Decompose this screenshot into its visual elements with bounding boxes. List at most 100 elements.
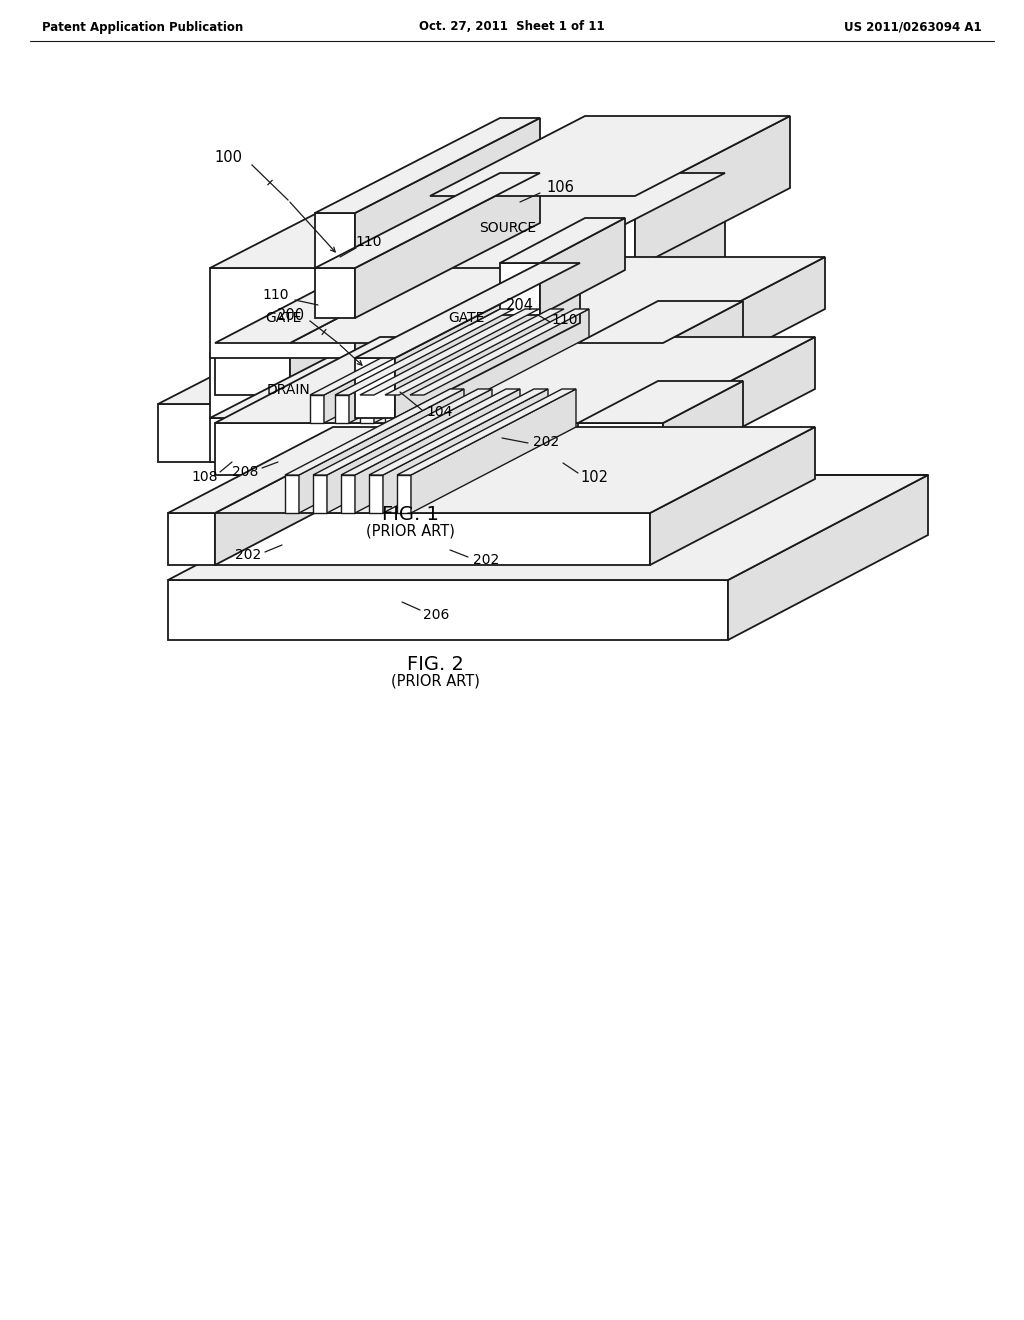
Polygon shape (315, 117, 540, 213)
Polygon shape (397, 475, 411, 513)
Polygon shape (650, 426, 815, 565)
Polygon shape (215, 426, 815, 513)
Polygon shape (395, 263, 580, 418)
Text: (PRIOR ART): (PRIOR ART) (366, 524, 455, 539)
Polygon shape (168, 579, 728, 640)
Polygon shape (500, 218, 625, 263)
Polygon shape (635, 116, 790, 268)
Polygon shape (397, 389, 575, 475)
Text: 204: 204 (506, 297, 534, 313)
Polygon shape (210, 257, 550, 352)
Polygon shape (341, 389, 520, 475)
Polygon shape (355, 117, 540, 268)
Polygon shape (313, 475, 327, 513)
Polygon shape (285, 389, 464, 475)
Text: 108: 108 (191, 470, 218, 484)
Polygon shape (324, 309, 489, 422)
Polygon shape (299, 389, 464, 513)
Text: (PRIOR ART): (PRIOR ART) (390, 673, 479, 689)
Polygon shape (583, 309, 768, 462)
Text: GATE: GATE (265, 312, 301, 325)
Text: US 2011/0263094 A1: US 2011/0263094 A1 (845, 21, 982, 33)
Polygon shape (335, 395, 349, 422)
Polygon shape (385, 395, 399, 422)
Polygon shape (578, 301, 743, 343)
Polygon shape (663, 301, 743, 395)
Polygon shape (168, 475, 928, 579)
Polygon shape (210, 352, 365, 418)
Polygon shape (355, 263, 580, 358)
Polygon shape (210, 418, 290, 462)
Polygon shape (360, 309, 539, 395)
Polygon shape (360, 395, 374, 422)
Text: DRAIN: DRAIN (266, 383, 310, 397)
Polygon shape (315, 268, 355, 318)
Polygon shape (500, 263, 540, 315)
Polygon shape (355, 173, 540, 318)
Text: 106: 106 (546, 180, 573, 194)
Polygon shape (335, 309, 514, 395)
Polygon shape (383, 389, 548, 513)
Polygon shape (578, 381, 743, 422)
Polygon shape (650, 337, 815, 475)
Polygon shape (385, 309, 564, 395)
Text: 100: 100 (214, 150, 242, 165)
Polygon shape (540, 218, 625, 315)
Polygon shape (341, 475, 355, 513)
Polygon shape (540, 173, 725, 358)
Polygon shape (327, 389, 492, 513)
Polygon shape (374, 309, 539, 422)
Text: 202: 202 (234, 548, 261, 562)
Polygon shape (395, 173, 725, 268)
Polygon shape (411, 389, 575, 513)
Text: 200: 200 (276, 308, 305, 322)
Polygon shape (430, 116, 790, 195)
Polygon shape (430, 195, 635, 268)
Polygon shape (285, 475, 299, 513)
Polygon shape (290, 323, 475, 462)
Text: 110: 110 (263, 288, 289, 302)
Polygon shape (349, 309, 514, 422)
Text: 110: 110 (552, 313, 579, 327)
Polygon shape (578, 422, 663, 475)
Polygon shape (728, 475, 928, 640)
Text: 206: 206 (423, 609, 450, 622)
Text: FIG. 1: FIG. 1 (382, 504, 438, 524)
Text: 104: 104 (427, 405, 454, 418)
Polygon shape (168, 426, 380, 513)
Polygon shape (215, 257, 455, 343)
Polygon shape (663, 381, 743, 475)
Polygon shape (365, 257, 550, 418)
Polygon shape (313, 389, 492, 475)
Polygon shape (310, 309, 489, 395)
Polygon shape (395, 268, 540, 358)
Polygon shape (290, 257, 455, 395)
Polygon shape (578, 343, 663, 395)
Polygon shape (210, 323, 475, 418)
Polygon shape (355, 173, 540, 358)
Polygon shape (410, 309, 589, 395)
Polygon shape (215, 426, 380, 565)
Polygon shape (210, 173, 540, 268)
Polygon shape (290, 343, 660, 395)
Polygon shape (399, 309, 564, 422)
Polygon shape (355, 389, 520, 513)
Polygon shape (158, 309, 768, 404)
Polygon shape (215, 513, 650, 565)
Polygon shape (158, 404, 583, 462)
Polygon shape (215, 337, 815, 422)
Text: 208: 208 (231, 465, 258, 479)
Text: Patent Application Publication: Patent Application Publication (42, 21, 244, 33)
Text: SOURCE: SOURCE (479, 220, 537, 235)
Text: 110: 110 (355, 235, 382, 249)
Text: Oct. 27, 2011  Sheet 1 of 11: Oct. 27, 2011 Sheet 1 of 11 (419, 21, 605, 33)
Polygon shape (215, 343, 290, 395)
Text: 202: 202 (532, 436, 559, 449)
Text: 202: 202 (473, 553, 499, 568)
Polygon shape (369, 475, 383, 513)
Polygon shape (310, 395, 324, 422)
Polygon shape (424, 309, 589, 422)
Text: 102: 102 (580, 470, 608, 484)
Polygon shape (315, 213, 355, 268)
Polygon shape (315, 173, 540, 268)
